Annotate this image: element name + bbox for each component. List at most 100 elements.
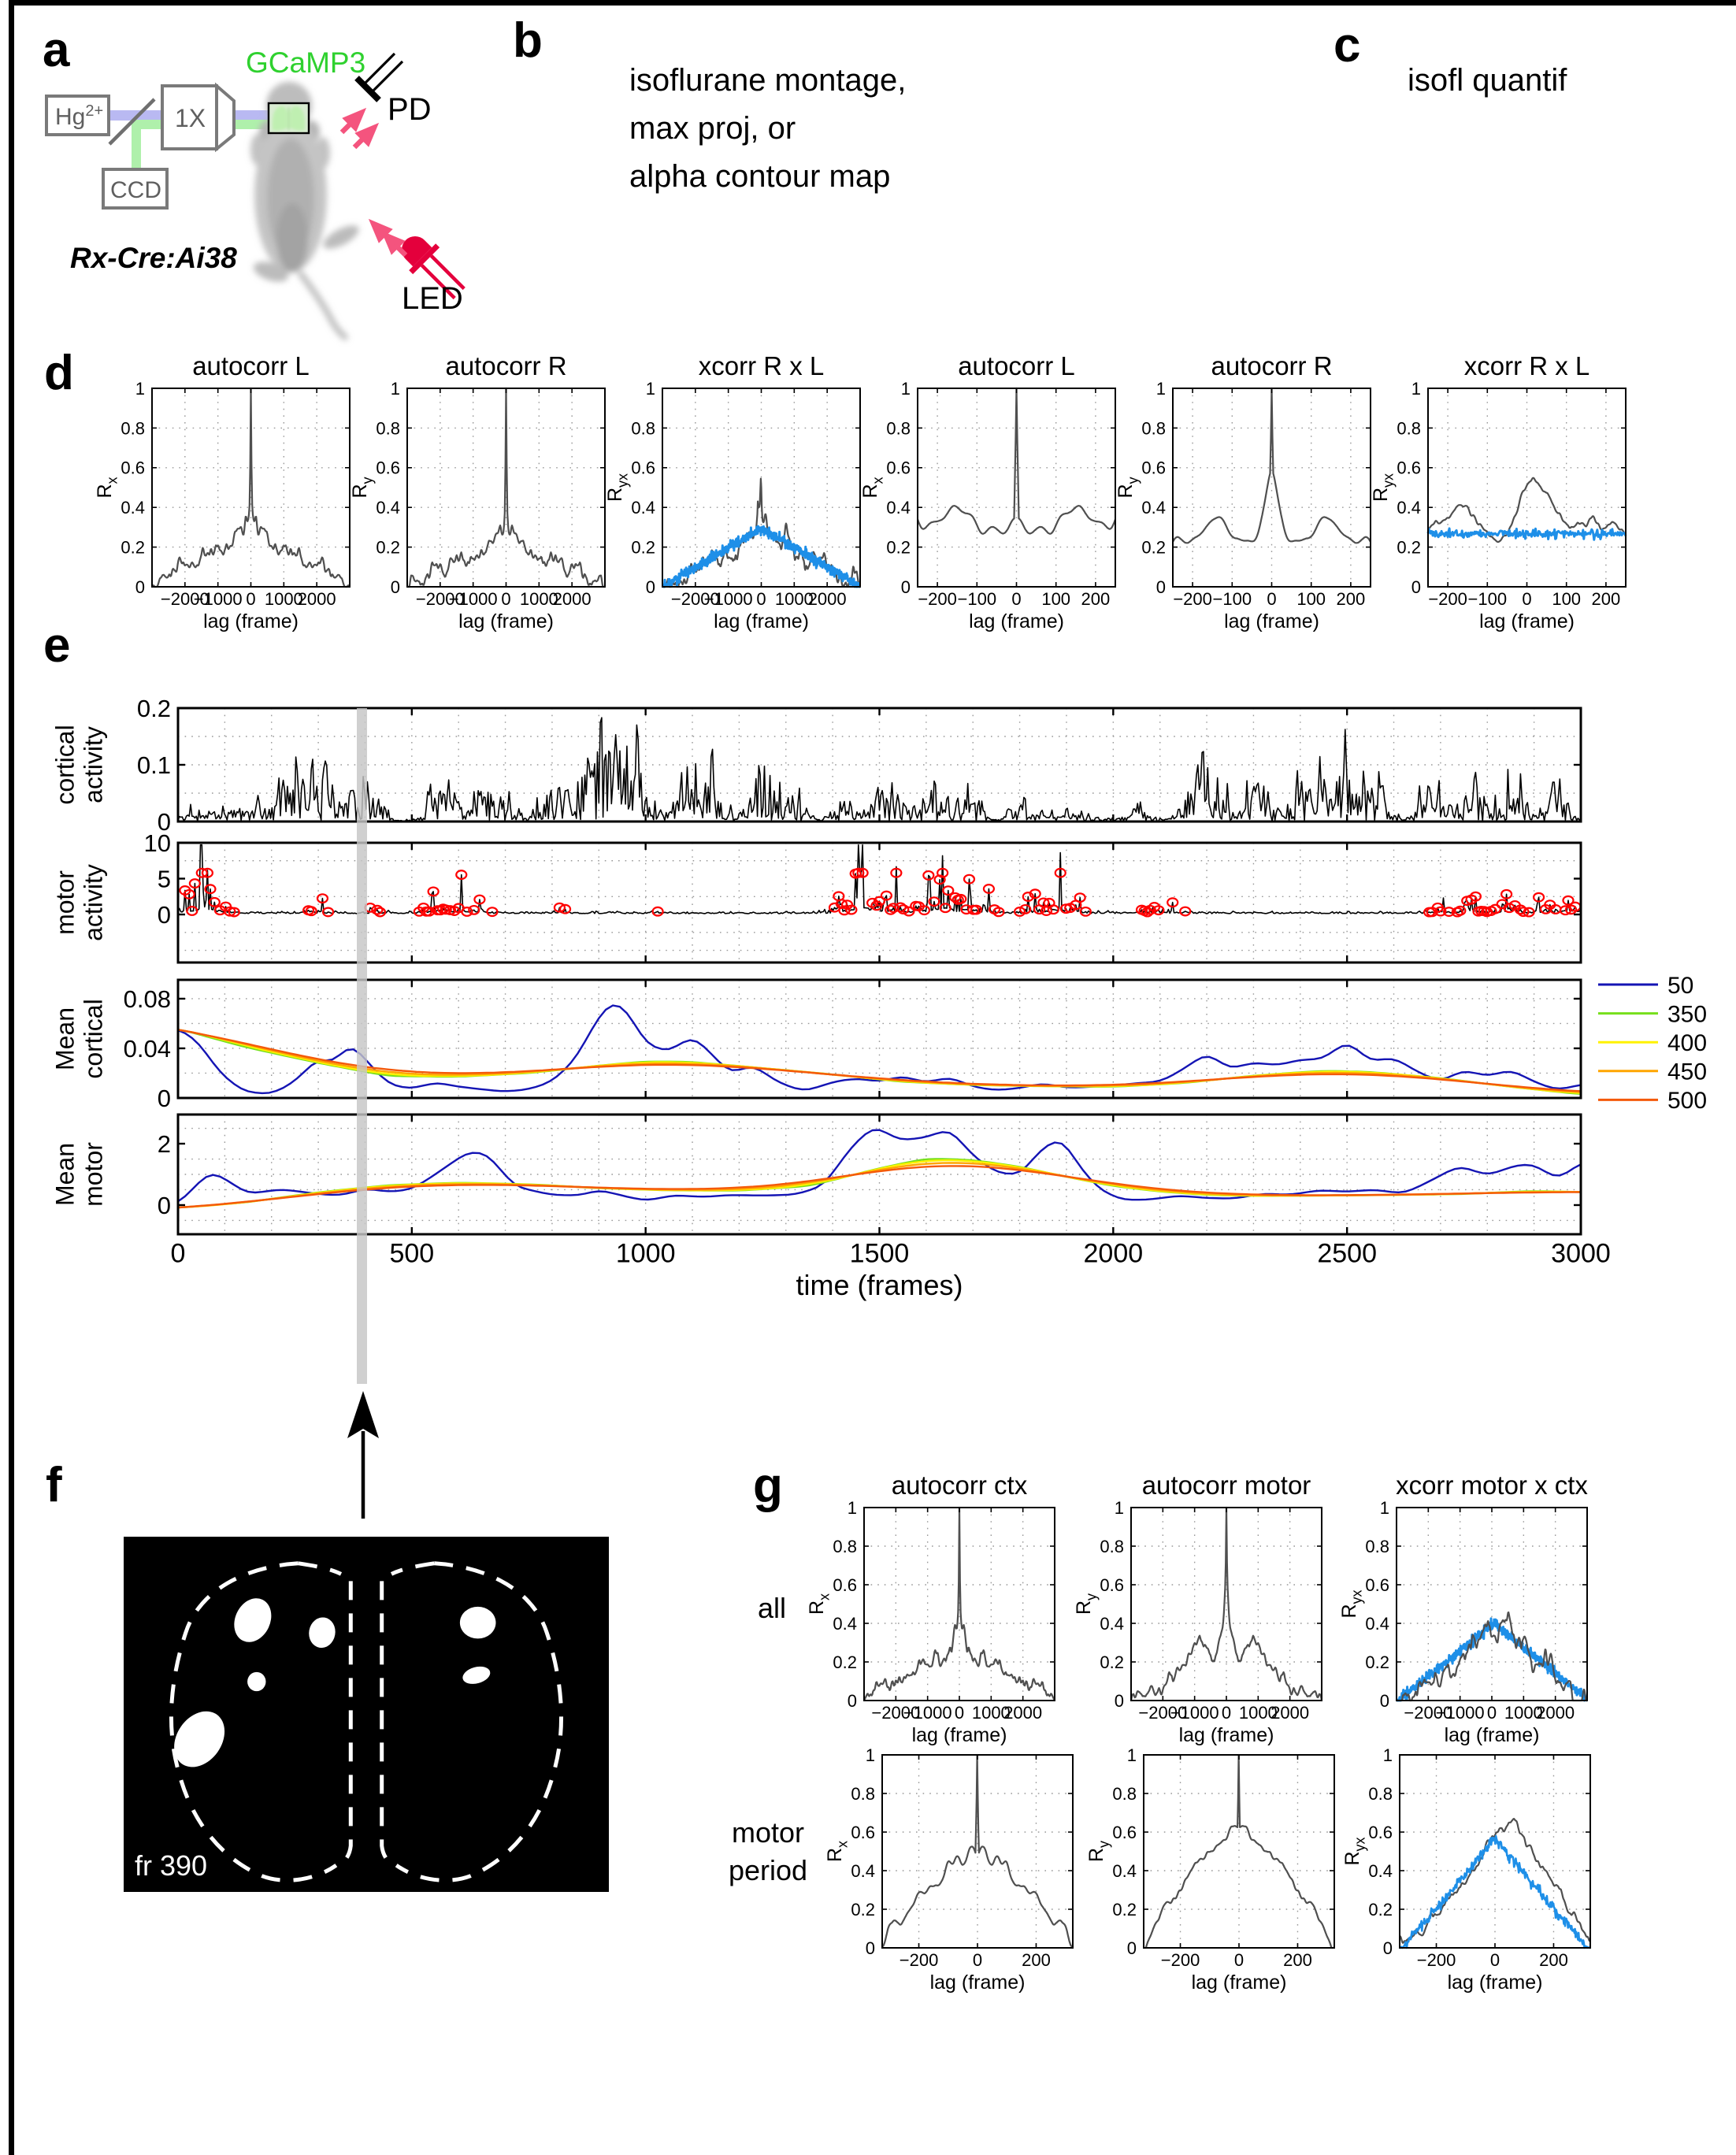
led-icon: [402, 236, 466, 300]
mercury-label-main: Hg: [55, 104, 85, 130]
ticks-d2: [407, 388, 605, 588]
active-blob: [309, 1617, 336, 1649]
xtick-label: 3000: [1551, 1239, 1611, 1269]
svg-text:Mean: Mean: [51, 1143, 80, 1206]
ticks-e2: [176, 841, 1582, 963]
ytick-label: 5: [158, 866, 171, 893]
yaxis-label-d3: Ryx: [604, 473, 631, 502]
svg-text:cortical: cortical: [51, 725, 80, 804]
chart-d6: 0 0.2 0.4 0.6 0.8 1 −200 −100 0 100 200 xcorr R x L…: [1370, 351, 1627, 632]
svg-text:cortical: cortical: [79, 999, 107, 1078]
ytick-label: 0: [158, 1192, 171, 1219]
ytick-label: 0: [901, 577, 911, 597]
xtick-label: 0: [1490, 1950, 1500, 1970]
xaxis-label-g1: lag (frame): [912, 1724, 1007, 1746]
ticks-g5: [1144, 1754, 1334, 1949]
ytick-label: 0.6: [1100, 1575, 1124, 1595]
xtick-label: 1000: [1239, 1703, 1278, 1723]
ytick-label: 0.6: [631, 458, 655, 478]
chart-d4: 0 0.2 0.4 0.6 0.8 1 −200 −100 0 100 200 autocorr L l…: [859, 351, 1117, 632]
yaxis-label-e4: Mean motor: [51, 1142, 108, 1207]
active-blob: [234, 1598, 272, 1642]
xaxis-label-g3: lag (frame): [1445, 1724, 1540, 1746]
ytick-label: 0.6: [121, 458, 145, 478]
xtick-label: −100: [1468, 589, 1508, 609]
chart-title-g3: xcorr motor x ctx: [1396, 1471, 1588, 1500]
chart-title-g2: autocorr motor: [1142, 1471, 1311, 1500]
series-mean-motor-500: [177, 1165, 1581, 1209]
xtick-label: −1000: [1170, 1703, 1219, 1723]
xtick-label: 1000: [972, 1703, 1011, 1723]
ticks-g1: [864, 1507, 1055, 1701]
ytick-label: 0.4: [1141, 498, 1166, 517]
chart-d2: 00.20.40.60.81−2000−1000 0 10002000autocor…: [349, 351, 606, 632]
xaxis-label-g6: lag (frame): [1448, 1971, 1543, 1994]
frame-annotations: [347, 708, 379, 1519]
ytick-label: 1: [866, 1745, 875, 1765]
arrow-head: [347, 1391, 379, 1438]
xtick-label: −200: [1428, 589, 1467, 609]
ytick-label: 1: [1380, 1498, 1389, 1518]
left-hemisphere-outline: [169, 1561, 338, 1882]
ytick-label: 0.4: [1112, 1861, 1137, 1881]
series-xcorr-shuffle: [661, 525, 861, 588]
panel-label-c: c: [1334, 18, 1361, 72]
ytick-label: 0.4: [1397, 498, 1421, 517]
right-hemisphere-outline: [395, 1561, 564, 1882]
row-label-all: all: [757, 1592, 787, 1624]
panel-label-b: b: [513, 13, 543, 68]
row-label-motor-period: motor period: [728, 1816, 808, 1886]
ytick-label: 0.4: [1368, 1861, 1393, 1881]
xtick-label: −2000: [1138, 1703, 1187, 1723]
xaxis-label-d1: lag (frame): [203, 610, 299, 632]
chart-title-d4: autocorr L: [958, 351, 1075, 380]
chart-title-g1: autocorr ctx: [892, 1471, 1028, 1500]
ytick-label: 0.6: [1397, 458, 1421, 478]
xtick-label: −2000: [416, 589, 465, 609]
svg-text:Hg2+: Hg2+: [55, 102, 103, 130]
ytick-label: 0.2: [1368, 1900, 1393, 1919]
grid-d6: [1428, 388, 1626, 587]
ticks-g2: [1131, 1507, 1322, 1701]
xtick-label: 200: [1592, 589, 1621, 609]
ytick-label: 0.2: [851, 1900, 875, 1919]
dichroic-mirror: [108, 98, 156, 146]
xtick-label: 0: [171, 1239, 186, 1269]
yaxis-label-g5: Ry: [1085, 1841, 1112, 1862]
series-xcorr-shuffle: [1426, 527, 1627, 541]
yaxis-label-e3: Mean cortical: [51, 999, 108, 1078]
xtick-label: 1500: [850, 1239, 910, 1269]
xtick-label: −2000: [161, 589, 210, 609]
yaxis-label-g2: Ry: [1073, 1593, 1100, 1615]
series-xcorr-shuffle: [1399, 1834, 1591, 1949]
legend-label-350: 350: [1667, 1001, 1707, 1027]
ytick-label: 0.8: [1397, 418, 1421, 438]
ytick-label: 0.2: [376, 538, 400, 558]
xtick-label: 0: [1487, 1703, 1497, 1723]
midline-right: [380, 1581, 394, 1866]
ytick-label: 0.4: [1100, 1614, 1124, 1634]
xtick-label: −200: [900, 1950, 939, 1970]
chart-e4: 0 2 0 500 1000 1500 2000 2500 3000 time (frames) M…: [51, 1113, 1611, 1301]
right-hemisphere-top-edge: [390, 1561, 435, 1576]
ytick-label: 0.4: [121, 498, 145, 517]
xtick-label: −100: [1213, 589, 1252, 609]
series-autocorr-L: [916, 387, 1117, 535]
series-autocorr-motor: [1143, 1753, 1334, 1949]
chart-e2: 0 5 10 motor activity: [51, 829, 1582, 964]
ytick-label: 0.6: [1112, 1823, 1137, 1842]
series-autocorr-R: [406, 387, 606, 588]
ytick-label: 0.6: [833, 1575, 857, 1595]
panel-b-line: alpha contour map: [629, 159, 891, 194]
xaxis-label-e4: time (frames): [796, 1269, 963, 1301]
ytick-label: 0.2: [1365, 1652, 1389, 1672]
ticks-d6: [1428, 388, 1626, 588]
ytick-label: 1: [135, 379, 145, 399]
ytick-label: 0.8: [833, 1537, 857, 1556]
ytick-label: 1: [848, 1498, 857, 1518]
series-xcorr-gray: [1396, 1611, 1588, 1702]
ytick-label: 1: [646, 379, 655, 399]
